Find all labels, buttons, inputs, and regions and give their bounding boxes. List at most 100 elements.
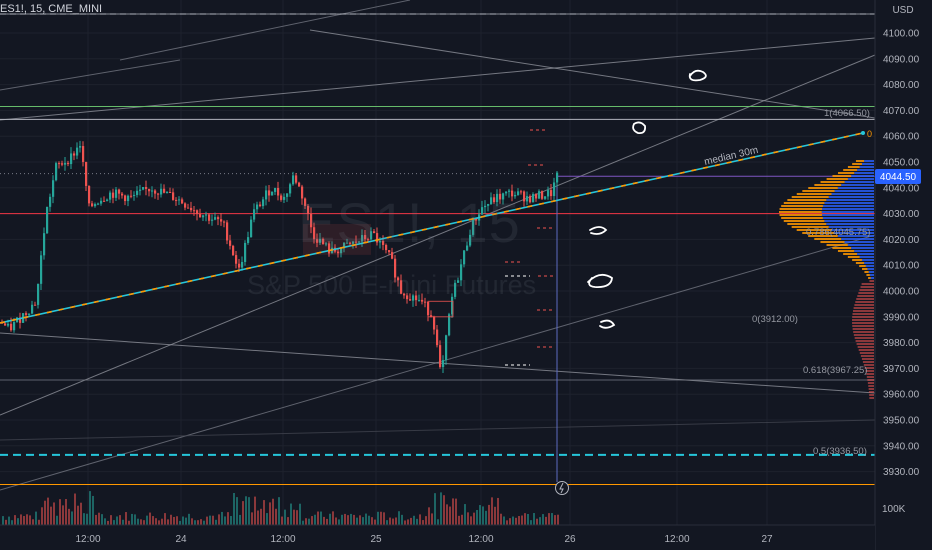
candle-body	[244, 242, 247, 262]
candle-body	[76, 147, 79, 156]
volume-bar	[362, 517, 364, 525]
candle-body	[103, 200, 106, 202]
volume-bar	[383, 512, 385, 525]
median-line[interactable]	[0, 131, 865, 324]
volume-bar	[404, 520, 406, 525]
volume-bar	[14, 515, 16, 525]
candle-body	[505, 191, 508, 194]
candle-body	[4, 323, 7, 326]
candle-body	[199, 214, 202, 218]
profile-bar-red	[856, 343, 874, 345]
volume-bar	[305, 518, 307, 525]
profile-bar-red	[856, 298, 874, 300]
candle-body	[469, 234, 472, 246]
candle-body	[283, 196, 286, 200]
volume-bar	[356, 517, 358, 525]
candle-body	[412, 295, 415, 301]
profile-bar-blue	[822, 214, 874, 216]
price-tick-label: 4090.00	[883, 54, 920, 65]
candle-body	[409, 299, 412, 301]
candle-body	[94, 204, 97, 207]
trend-line	[119, 0, 411, 61]
profile-bar-blue	[864, 160, 874, 162]
time-axis[interactable]	[0, 525, 875, 550]
session-break-icon[interactable]	[555, 481, 569, 495]
volume-bar	[317, 511, 319, 525]
profile-bar-orange	[855, 262, 865, 264]
profile-bar-red	[855, 340, 874, 342]
volume-bar	[239, 514, 241, 525]
profile-bar-red	[858, 292, 874, 294]
candle-body	[433, 316, 436, 330]
volume-bar	[548, 513, 550, 525]
candle-body	[91, 203, 94, 207]
candle-body	[34, 304, 37, 306]
profile-bar-blue	[821, 211, 874, 213]
price-tick-label: 4050.00	[883, 158, 920, 169]
volume-bar	[17, 518, 19, 525]
profile-bar-orange	[779, 208, 823, 210]
horizontal-lines[interactable]	[0, 106, 875, 485]
median-end-dot	[861, 131, 865, 135]
candle-body	[526, 196, 529, 202]
volume-bar	[410, 517, 412, 525]
volume-bar	[269, 502, 271, 525]
volume-bar	[38, 519, 40, 525]
volume-bar	[506, 520, 508, 525]
candle-body	[70, 153, 73, 165]
profile-bar-blue	[837, 187, 874, 189]
candle-body	[265, 190, 268, 200]
candle-body	[151, 190, 154, 192]
candle-body	[496, 193, 499, 203]
profile-bar-orange	[808, 187, 838, 189]
volume-bar	[398, 511, 400, 525]
candle-body	[337, 251, 340, 254]
volume-bar	[527, 513, 529, 525]
candle-body	[313, 227, 316, 240]
candle-body	[46, 206, 49, 234]
trend-line	[309, 29, 876, 119]
candle-body	[106, 199, 109, 201]
volume-bars	[2, 491, 559, 525]
profile-bar-orange	[781, 217, 823, 219]
volume-bar	[254, 496, 256, 525]
candle-body	[442, 360, 445, 368]
profile-bar-blue	[824, 202, 874, 204]
candle-body	[532, 194, 535, 203]
fib-level-label: 1(4066.50)	[824, 108, 870, 119]
trend-lines[interactable]	[0, 0, 876, 491]
candle-body	[253, 209, 256, 220]
volume-bar	[359, 515, 361, 525]
candle-body	[457, 280, 460, 283]
candle-body	[157, 193, 160, 195]
candle-body	[10, 323, 13, 331]
candle-body	[232, 245, 235, 256]
hand-drawn-circle	[599, 319, 616, 329]
profile-bar-blue	[867, 268, 874, 270]
candle-body	[364, 235, 367, 240]
volume-bar	[68, 508, 70, 525]
volume-bar	[425, 516, 427, 525]
volume-bar	[152, 516, 154, 525]
candle-body	[367, 239, 370, 241]
volume-bar	[320, 511, 322, 525]
candle-body	[259, 204, 262, 207]
candle-body	[544, 196, 547, 199]
hand-drawn-circle	[632, 121, 647, 135]
time-tick-label: 26	[564, 534, 576, 545]
symbol-title[interactable]: ES1!, 15, CME_MINI	[0, 3, 103, 15]
profile-bar-red	[853, 331, 874, 333]
time-tick-label: 12:00	[664, 534, 689, 545]
volume-bar	[62, 505, 64, 525]
profile-bar-orange	[781, 205, 823, 207]
price-axis[interactable]	[875, 0, 932, 550]
profile-bar-red	[852, 328, 874, 330]
price-tick-label: 4100.00	[883, 29, 920, 40]
candle-body	[112, 192, 115, 198]
profile-bar-blue	[822, 208, 874, 210]
volume-bar	[353, 514, 355, 525]
candle-body	[184, 203, 187, 208]
profile-bar-red	[869, 394, 874, 396]
